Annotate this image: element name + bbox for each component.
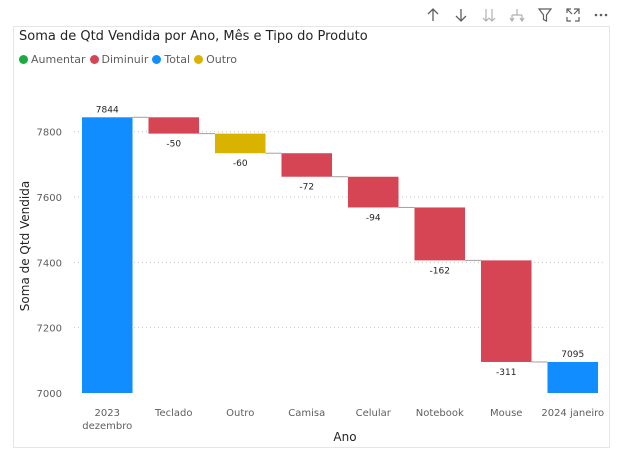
x-tick-label: 2024 janeiro bbox=[541, 408, 604, 419]
y-tick-label: 7800 bbox=[37, 128, 62, 139]
sort-up-icon[interactable] bbox=[422, 4, 444, 26]
legend-label: Diminuir bbox=[101, 53, 149, 66]
data-label: -50 bbox=[166, 140, 181, 150]
data-label: 7844 bbox=[96, 105, 119, 115]
x-tick-label: Teclado bbox=[154, 408, 192, 419]
waterfall-bar-2 bbox=[214, 133, 266, 154]
data-label: -311 bbox=[496, 368, 516, 378]
legend-label: Aumentar bbox=[31, 53, 86, 66]
y-tick-label: 7000 bbox=[37, 389, 62, 400]
waterfall-bar-3 bbox=[281, 153, 333, 177]
legend-label: Total bbox=[164, 53, 191, 66]
filter-icon[interactable] bbox=[534, 4, 556, 26]
data-label: -60 bbox=[233, 159, 248, 169]
data-label: -94 bbox=[366, 213, 381, 223]
legend-item-decrease[interactable]: Diminuir bbox=[89, 53, 149, 66]
y-tick-label: 7200 bbox=[37, 324, 62, 335]
legend-dot-icon bbox=[19, 55, 28, 64]
x-tick-label: Camisa bbox=[288, 408, 325, 419]
legend-item-increase[interactable]: Aumentar bbox=[19, 53, 86, 66]
legend-label: Outro bbox=[206, 53, 238, 66]
waterfall-bar-0 bbox=[81, 117, 133, 393]
chart-title: Soma de Qtd Vendida por Ano, Mês e Tipo … bbox=[19, 29, 368, 44]
waterfall-bar-6 bbox=[480, 260, 532, 362]
x-tick-label: Notebook bbox=[416, 408, 464, 419]
x-tick-label: 2023 dezembro bbox=[82, 408, 132, 432]
x-tick-label: Mouse bbox=[490, 408, 522, 419]
waterfall-bar-1 bbox=[148, 117, 200, 134]
data-label: -162 bbox=[430, 266, 450, 276]
legend-dot-icon bbox=[89, 55, 99, 64]
x-axis-title: Ano bbox=[333, 430, 356, 444]
focus-mode-icon[interactable] bbox=[562, 4, 584, 26]
drill-down-icon[interactable] bbox=[506, 4, 528, 26]
waterfall-plot: 7000 7200 7400 7600 7800 Soma de Qtd Vendida A… bbox=[18, 105, 606, 444]
x-tick-label: Outro bbox=[226, 408, 254, 419]
waterfall-bar-7 bbox=[547, 361, 599, 393]
waterfall-bar-4 bbox=[347, 176, 399, 208]
y-tick-label: 7600 bbox=[37, 193, 62, 204]
legend-item-other[interactable]: Outro bbox=[194, 53, 237, 66]
waterfall-chart-visual[interactable]: Soma de Qtd Vendida por Ano, Mês e Tipo … bbox=[13, 26, 610, 448]
data-label: 7095 bbox=[561, 350, 584, 360]
more-options-icon[interactable] bbox=[590, 4, 612, 26]
sort-down-icon[interactable] bbox=[450, 4, 472, 26]
y-tick-label: 7400 bbox=[37, 258, 62, 269]
y-axis-title: Soma de Qtd Vendida bbox=[18, 181, 32, 311]
legend-dot-icon bbox=[152, 55, 162, 64]
data-label: -72 bbox=[299, 183, 314, 193]
chart-legend: Aumentar Diminuir Total Outro bbox=[19, 53, 241, 66]
x-tick-label: Celular bbox=[356, 408, 392, 419]
waterfall-bar-5 bbox=[414, 207, 466, 261]
legend-item-total[interactable]: Total bbox=[152, 53, 190, 66]
expand-all-down-icon[interactable] bbox=[478, 4, 500, 26]
legend-dot-icon bbox=[194, 55, 204, 64]
visual-header-toolbar bbox=[422, 4, 612, 26]
